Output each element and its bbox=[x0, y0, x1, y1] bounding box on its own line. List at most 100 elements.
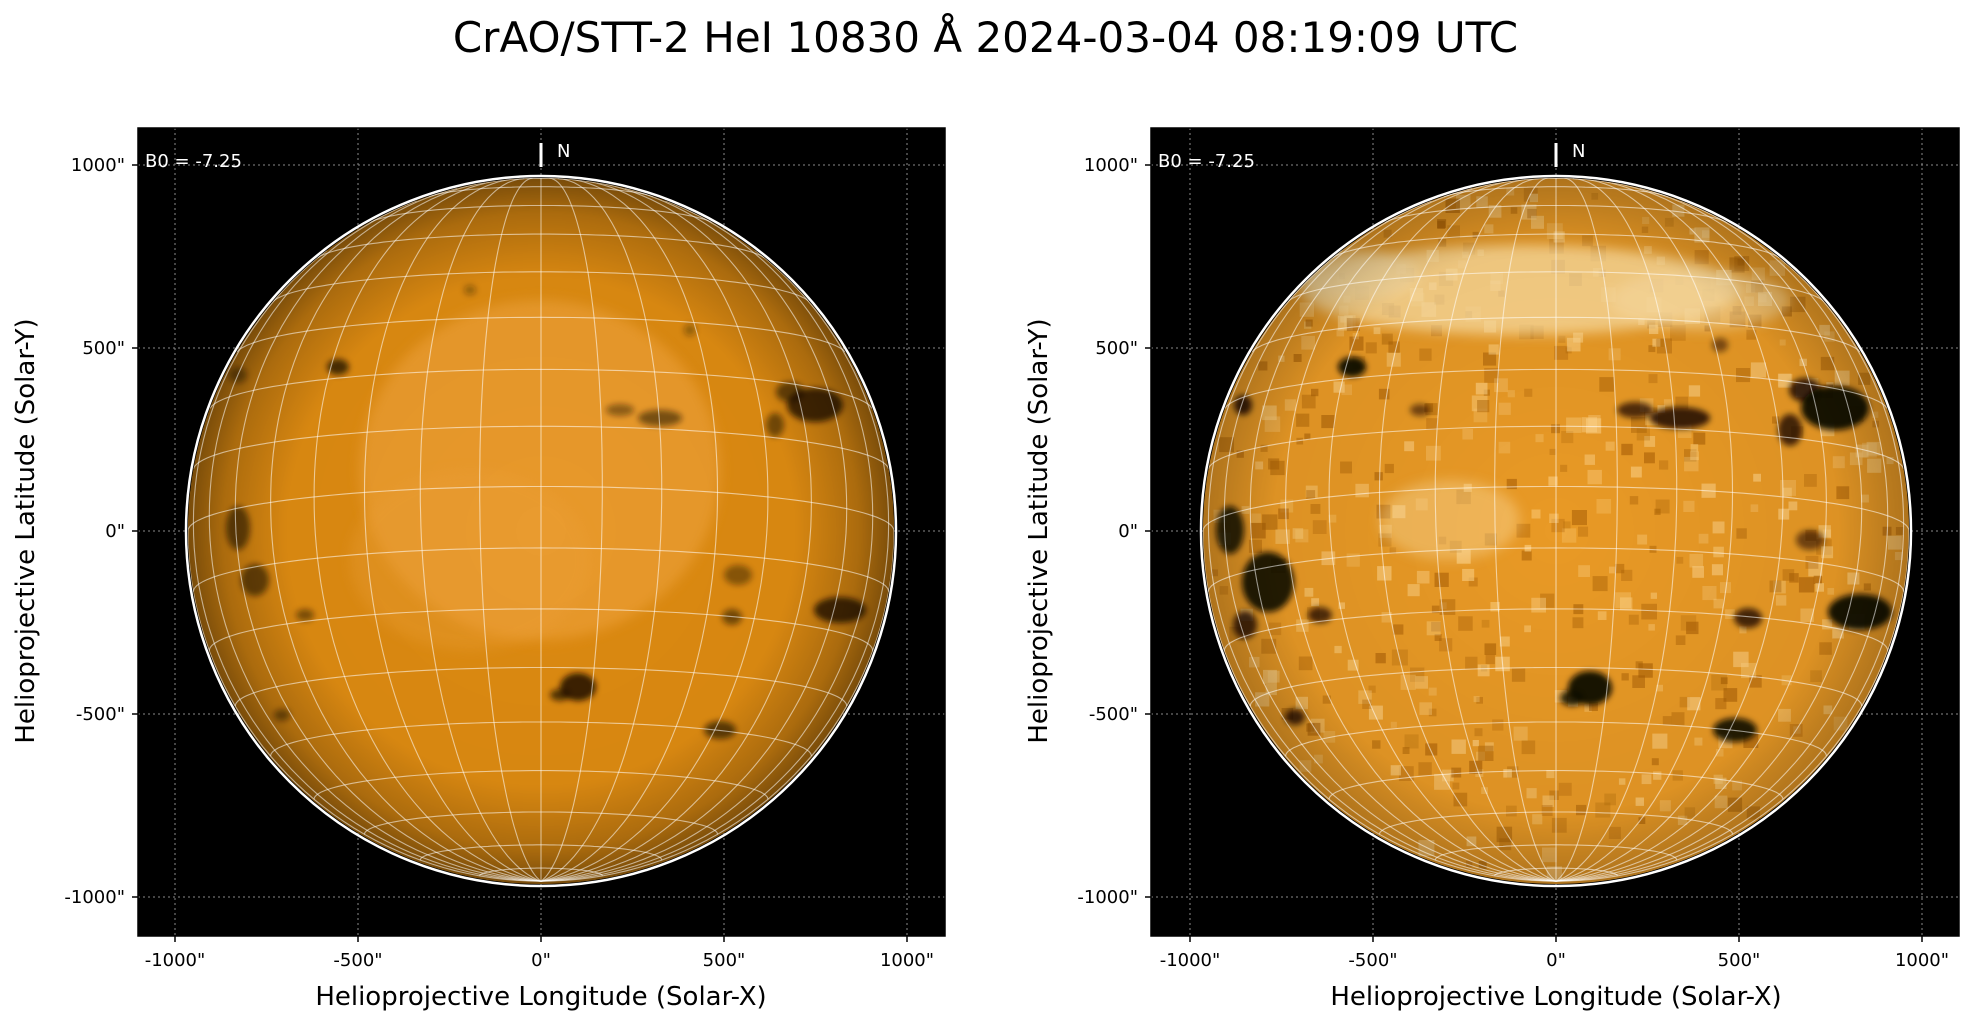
left-ytick-label: 1000" bbox=[71, 155, 125, 176]
grid-line bbox=[1203, 530, 1557, 882]
grid-line bbox=[1203, 485, 1909, 532]
right-axes-frame bbox=[1150, 127, 1960, 937]
grid-line bbox=[1223, 200, 1557, 882]
left-ytick-labels: 1000" 500" 0" -500" -1000" bbox=[64, 155, 125, 908]
grid-line bbox=[1494, 178, 1557, 882]
grid-line bbox=[270, 721, 812, 757]
grid-line bbox=[1384, 204, 1728, 223]
grid-line bbox=[540, 179, 769, 882]
right-xtick-labels: -1000" -500" 0" 500" 1000" bbox=[1160, 950, 1949, 971]
grid-line bbox=[1251, 316, 1861, 353]
right-ytick-label: 1000" bbox=[1084, 155, 1138, 176]
left-yaxis-title: Helioprojective Latitude (Solar-Y) bbox=[11, 318, 41, 743]
grid-line bbox=[1208, 425, 1904, 469]
grid-line bbox=[363, 811, 719, 835]
grid-line bbox=[188, 485, 894, 532]
grid-line bbox=[363, 178, 542, 882]
grid-line bbox=[1555, 178, 1618, 882]
left-ytick-label: -1000" bbox=[64, 887, 125, 908]
grid-line bbox=[1207, 547, 1905, 592]
left-tick-marks bbox=[132, 164, 908, 942]
grid-line bbox=[208, 200, 542, 882]
grid-line bbox=[1494, 867, 1618, 876]
grid-line bbox=[1249, 187, 1557, 882]
grid-line bbox=[1514, 178, 1598, 181]
grid-line bbox=[540, 178, 719, 882]
left-xtick-label: 500" bbox=[703, 950, 746, 971]
right-north-label: N bbox=[1572, 141, 1585, 162]
right-heliographic-grid bbox=[1203, 178, 1909, 882]
grid-line bbox=[1555, 200, 1889, 882]
grid-line bbox=[369, 204, 713, 223]
grid-line bbox=[234, 666, 848, 707]
grid-line bbox=[428, 186, 654, 197]
grid-line bbox=[272, 271, 810, 302]
grid-line bbox=[1434, 844, 1678, 861]
figure-title: CrAO/STT-2 HeI 10830 Å 2024-03-04 08:19:… bbox=[452, 13, 1519, 62]
grid-line bbox=[540, 249, 890, 882]
grid-line bbox=[188, 530, 542, 882]
left-ytick-label: 500" bbox=[82, 338, 125, 359]
grid-line bbox=[479, 178, 542, 882]
grid-line bbox=[234, 187, 542, 882]
grid-line bbox=[193, 425, 889, 469]
left-xtick-label: 0" bbox=[531, 950, 551, 971]
grid-line bbox=[540, 178, 663, 882]
grid-line bbox=[1249, 666, 1863, 707]
grid-line bbox=[1555, 530, 1909, 882]
right-ytick-label: -1000" bbox=[1077, 887, 1138, 908]
right-xtick-label: 500" bbox=[1718, 950, 1761, 971]
grid-line bbox=[540, 178, 603, 882]
left-panel: N B0 = -7.25 -1000" -500" 0" 500" 1000" … bbox=[11, 127, 946, 1012]
grid-line bbox=[1332, 233, 1780, 259]
left-xtick-label: -500" bbox=[333, 950, 382, 971]
grid-line bbox=[1443, 186, 1669, 197]
left-b0-label: B0 = -7.25 bbox=[145, 151, 242, 172]
grid-line bbox=[1223, 608, 1889, 651]
grid-line bbox=[540, 187, 848, 882]
right-xaxis-title: Helioprojective Longitude (Solar-X) bbox=[1330, 982, 1781, 1012]
left-ytick-label: 0" bbox=[105, 521, 125, 542]
left-ytick-label: -500" bbox=[76, 704, 125, 725]
left-xtick-label: -1000" bbox=[145, 950, 206, 971]
grid-line bbox=[209, 368, 873, 409]
right-ytick-label: 500" bbox=[1095, 338, 1138, 359]
grid-line bbox=[317, 233, 765, 259]
grid-line bbox=[1287, 271, 1825, 302]
left-solar-limb bbox=[184, 174, 898, 888]
grid-line bbox=[1285, 721, 1827, 757]
right-ytick-label: 0" bbox=[1118, 521, 1138, 542]
right-xtick-label: -1000" bbox=[1160, 950, 1221, 971]
grid-line bbox=[1224, 368, 1888, 409]
left-xaxis-title: Helioprojective Longitude (Solar-X) bbox=[315, 982, 766, 1012]
right-xtick-label: 1000" bbox=[1895, 950, 1949, 971]
grid-line bbox=[540, 530, 894, 882]
right-solar-disk bbox=[1199, 174, 1913, 888]
grid-line bbox=[1207, 249, 1557, 882]
grid-line bbox=[236, 316, 846, 353]
right-solar-limb bbox=[1199, 174, 1913, 888]
grid-line bbox=[1555, 249, 1905, 882]
right-b0-label: B0 = -7.25 bbox=[1158, 151, 1255, 172]
grid-line bbox=[313, 770, 769, 800]
grid-line bbox=[1555, 187, 1863, 882]
grid-line bbox=[192, 249, 542, 882]
right-xtick-label: 0" bbox=[1546, 950, 1566, 971]
right-yaxis-title: Helioprojective Latitude (Solar-Y) bbox=[1024, 318, 1054, 743]
grid-line bbox=[1328, 179, 1557, 882]
grid-line bbox=[1378, 811, 1734, 835]
grid-line bbox=[1328, 770, 1784, 800]
right-panel: N B0 = -7.25 -1000" -500" 0" 500" 1000" … bbox=[1024, 127, 1960, 1012]
grid-line bbox=[1378, 178, 1557, 882]
grid-line bbox=[313, 179, 542, 882]
grid-line bbox=[540, 200, 874, 882]
grid-line bbox=[208, 608, 874, 651]
left-north-label: N bbox=[557, 141, 570, 162]
grid-line bbox=[1555, 178, 1678, 882]
grid-line bbox=[479, 867, 603, 876]
grid-line bbox=[419, 844, 663, 861]
right-ytick-labels: 1000" 500" 0" -500" -1000" bbox=[1077, 155, 1138, 908]
grid-line bbox=[1555, 178, 1734, 882]
grid-line bbox=[419, 178, 542, 882]
left-heliographic-grid bbox=[188, 178, 894, 882]
